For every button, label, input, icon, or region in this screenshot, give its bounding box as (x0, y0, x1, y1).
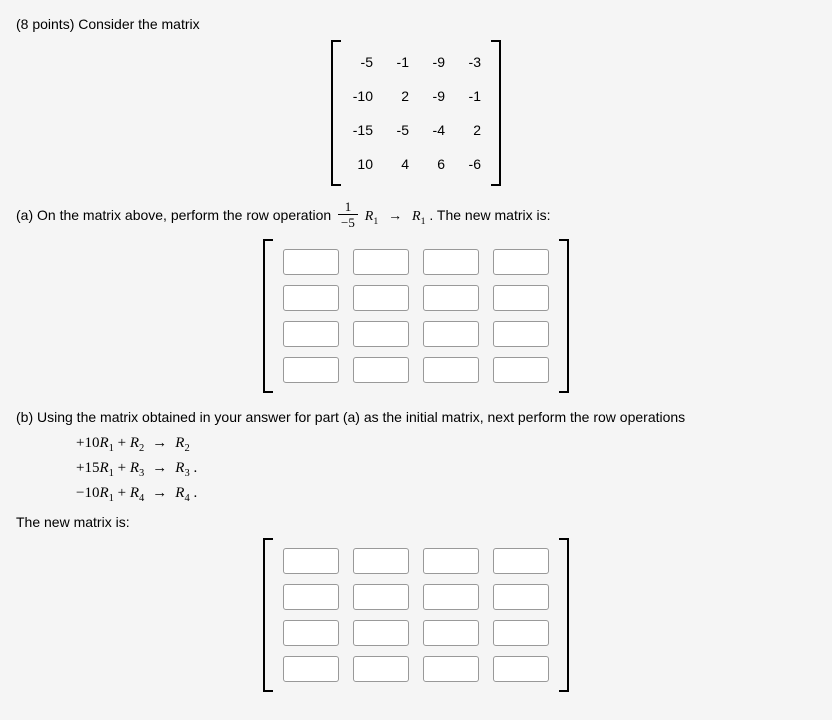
matrix-input[interactable] (283, 548, 339, 574)
bracket-right-icon (559, 538, 569, 692)
matrix-cell: 10 (351, 156, 373, 172)
row-operation: −10R1 + R4 → R4 . (76, 485, 816, 504)
bracket-right-icon (491, 40, 501, 186)
matrix-input[interactable] (423, 548, 479, 574)
op-arrow: → (152, 460, 167, 476)
op-r-left: R1 (99, 435, 113, 451)
matrix-cell: -10 (351, 88, 373, 104)
matrix-input[interactable] (423, 584, 479, 610)
display-matrix-body: -5 -1 -9 -3 -10 2 -9 -1 -15 -5 -4 2 10 46 -6 (341, 40, 491, 186)
matrix-input[interactable] (493, 357, 549, 383)
op-plus: + (114, 435, 130, 451)
op-plus: + (114, 460, 130, 476)
fraction: 1 −5 (338, 200, 358, 229)
part-a-prefix: (a) On the matrix above, perform the row… (16, 207, 335, 223)
matrix-input[interactable] (423, 321, 479, 347)
matrix-cell: -5 (351, 54, 373, 70)
matrix-cell: -15 (351, 122, 373, 138)
matrix-input[interactable] (283, 321, 339, 347)
op-coef: +10 (76, 435, 99, 451)
bracket-left-icon (263, 239, 273, 393)
op-right: R1 (412, 209, 425, 224)
matrix-input[interactable] (283, 285, 339, 311)
arrow: → (388, 207, 402, 223)
op-r-left: R1 (99, 460, 113, 476)
matrix-cell: -1 (459, 88, 481, 104)
matrix-input[interactable] (493, 584, 549, 610)
matrix-cell: -1 (387, 54, 409, 70)
bracket-right-icon (559, 239, 569, 393)
op-arrow: → (152, 435, 167, 451)
part-a-suffix: . The new matrix is: (429, 207, 550, 223)
op-r-target: R2 (175, 435, 189, 451)
matrix-cell: -5 (387, 122, 409, 138)
matrix-cell: -9 (423, 88, 445, 104)
matrix-input[interactable] (423, 357, 479, 383)
op-arrow: → (152, 485, 167, 501)
matrix-input[interactable] (353, 321, 409, 347)
op-r-right: R2 (130, 435, 144, 451)
matrix-input[interactable] (283, 584, 339, 610)
matrix-input[interactable] (493, 285, 549, 311)
row-operations-list: +10R1 + R2→R2+15R1 + R3→R3 .−10R1 + R4→R… (76, 435, 816, 504)
op-r-left: R1 (99, 485, 113, 501)
matrix-cell: 2 (387, 88, 409, 104)
matrix-cell: -6 (459, 156, 481, 172)
matrix-cell: 6 (423, 156, 445, 172)
matrix-input[interactable] (493, 620, 549, 646)
matrix-input[interactable] (493, 321, 549, 347)
answer-matrix-b (16, 538, 816, 692)
bracket-left-icon (331, 40, 341, 186)
matrix-input[interactable] (353, 285, 409, 311)
matrix-cell: 2 (459, 122, 481, 138)
row-operation: +15R1 + R3 → R3 . (76, 460, 816, 479)
matrix-input[interactable] (353, 357, 409, 383)
matrix-input[interactable] (353, 249, 409, 275)
question-container: (8 points) Consider the matrix -5-1-9-3-… (16, 16, 816, 692)
matrix-cell: -9 (423, 54, 445, 70)
matrix-input[interactable] (493, 249, 549, 275)
bracket-left-icon (263, 538, 273, 692)
matrix-input[interactable] (283, 620, 339, 646)
part-a-text: (a) On the matrix above, perform the row… (16, 202, 816, 231)
fraction-top: 1 (338, 200, 358, 215)
matrix-cell: -3 (459, 54, 481, 70)
input-matrix-body-b (273, 538, 559, 692)
matrix-input[interactable] (283, 249, 339, 275)
matrix-input[interactable] (493, 656, 549, 682)
answer-matrix-a (16, 239, 816, 393)
part-b-text: (b) Using the matrix obtained in your an… (16, 409, 816, 425)
matrix-input[interactable] (423, 249, 479, 275)
matrix-input[interactable] (353, 548, 409, 574)
matrix-input[interactable] (353, 620, 409, 646)
op-tail: . (190, 460, 198, 476)
row-operation: +10R1 + R2 → R2 (76, 435, 816, 454)
op-r-right: R3 (130, 460, 144, 476)
matrix-cell: -4 (423, 122, 445, 138)
op-plus: + (114, 485, 130, 501)
matrix-input[interactable] (353, 584, 409, 610)
op-tail: . (190, 485, 198, 501)
matrix-input[interactable] (423, 285, 479, 311)
matrix-input[interactable] (353, 656, 409, 682)
op-r-right: R4 (130, 485, 144, 501)
matrix-input[interactable] (283, 357, 339, 383)
fraction-bot: −5 (338, 215, 358, 229)
op-coef: +15 (76, 460, 99, 476)
display-matrix: -5 -1 -9 -3 -10 2 -9 -1 -15 -5 -4 2 10 46 -6 (16, 40, 816, 186)
op-r-target: R4 (175, 485, 189, 501)
part-b-footer: The new matrix is: (16, 514, 816, 530)
op-coef: −10 (76, 485, 99, 501)
matrix-cell: 4 (387, 156, 409, 172)
op-r-target: R3 (175, 460, 189, 476)
matrix-input[interactable] (493, 548, 549, 574)
matrix-input[interactable] (283, 656, 339, 682)
op-left: R1 (365, 209, 378, 224)
points-header: (8 points) Consider the matrix (16, 16, 816, 32)
matrix-input[interactable] (423, 656, 479, 682)
input-matrix-body-a (273, 239, 559, 393)
matrix-input[interactable] (423, 620, 479, 646)
